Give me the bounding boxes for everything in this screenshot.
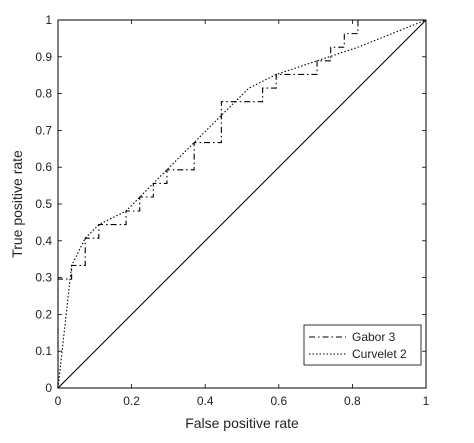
tick-labels-layer: 0 0.2 0.4 0.6 0.8 1 0 0.1 0.2 0.3 0.4 0.5 0.6 0.7 0.8 0… — [35, 13, 429, 408]
y-tick-label: 0 — [45, 381, 52, 395]
legend: Gabor 3 Curvelet 2 — [303, 324, 422, 366]
legend-label-gabor-3: Gabor 3 — [352, 330, 396, 344]
series-line-curvelet-2 — [57, 19, 427, 389]
y-tick-label: 0.6 — [35, 160, 52, 174]
x-tick-label: 1 — [423, 394, 430, 408]
x-tick-label: 0.8 — [344, 394, 361, 408]
x-axis-label: False positive rate — [185, 415, 299, 431]
legend-box — [303, 324, 422, 366]
y-tick-label: 0.7 — [35, 123, 52, 137]
y-axis-label: True positive rate — [9, 150, 25, 258]
series-line-chance-diagonal — [57, 19, 427, 389]
x-tick-label: 0.2 — [123, 394, 140, 408]
y-tick-label: 0.3 — [35, 271, 52, 285]
y-tick-label: 0.2 — [35, 307, 52, 321]
x-tick-label: 0 — [55, 394, 62, 408]
ticks-layer — [57, 19, 427, 389]
y-tick-label: 0.4 — [35, 234, 52, 248]
y-tick-label: 0.5 — [35, 197, 52, 211]
y-tick-label: 0.9 — [35, 50, 52, 64]
series-line-gabor-3 — [57, 19, 426, 388]
x-tick-label: 0.4 — [197, 394, 214, 408]
y-tick-label: 0.8 — [35, 87, 52, 101]
y-tick-label: 0.1 — [35, 344, 52, 358]
series-layer — [57, 19, 427, 389]
y-tick-label: 1 — [45, 13, 52, 27]
x-tick-label: 0.6 — [270, 394, 287, 408]
legend-label-curvelet-2: Curvelet 2 — [352, 347, 407, 361]
